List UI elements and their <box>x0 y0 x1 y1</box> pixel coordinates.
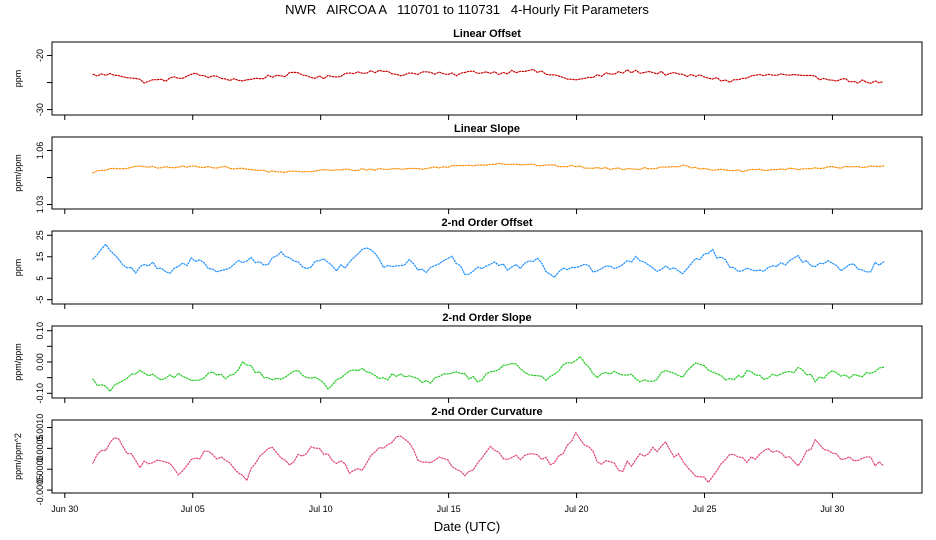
panel-title: 2-nd Order Slope <box>442 312 531 324</box>
y-axis-label: ppm/ppm <box>13 343 23 381</box>
y-axis-label: ppm/ppm^2 <box>13 433 23 480</box>
x-tick-label: Jul 10 <box>309 504 333 514</box>
panel-frame <box>51 136 923 210</box>
panel-linear-offset: Linear Offset -20 -30 ppm <box>13 28 923 120</box>
series-line-linear-offset <box>92 68 885 84</box>
panel-title: 2-nd Order Curvature <box>431 406 542 418</box>
y-tick-label: 0.0010 <box>35 414 45 442</box>
panel-title: Linear Offset <box>453 28 521 40</box>
series-line-2-nd-order-curvature <box>92 431 885 484</box>
panel-2-nd-order-offset: 2-nd Order Offset 25 15 5 -5 ppm <box>13 217 923 309</box>
panel-frame <box>51 41 923 116</box>
y-tick-label: 1.06 <box>35 142 45 160</box>
y-tick-label: 0.0000 <box>35 455 45 483</box>
y-tick-label: -30 <box>35 103 45 116</box>
panel-frame <box>51 325 923 399</box>
y-tick-label: 5 <box>35 276 45 281</box>
x-tick-label: Jul 30 <box>820 504 844 514</box>
x-tick-label: Jul 20 <box>565 504 589 514</box>
x-tick-label: Jul 15 <box>437 504 461 514</box>
y-tick-label: -20 <box>35 49 45 62</box>
y-tick-label: 0.0005 <box>35 435 45 463</box>
y-tick-label: 1.03 <box>35 196 45 214</box>
panel-title: Linear Slope <box>454 123 520 135</box>
y-tick-label: 0.10 <box>35 322 45 340</box>
panel-2-nd-order-slope: 2-nd Order Slope 0.10 0.00 -0.10 ppm/ppm <box>13 312 923 404</box>
series-line-2-nd-order-offset <box>92 243 885 279</box>
x-axis-label: Date (UTC) <box>434 519 500 534</box>
x-tick-label: Jul 05 <box>181 504 205 514</box>
y-axis-label: ppm <box>13 259 23 277</box>
panel-linear-slope: Linear Slope 1.03 1.06 ppm/ppm <box>13 123 923 214</box>
y-tick-label: 15 <box>35 252 45 262</box>
series-line-2-nd-order-slope <box>92 355 885 393</box>
y-tick-label: -5 <box>35 296 45 304</box>
panels: Linear Offset -20 -30 ppm Linear Slope 1.03 1.… <box>13 28 923 514</box>
x-tick-label: Jun 30 <box>51 504 78 514</box>
y-axis-label: ppm <box>13 70 23 88</box>
y-tick-label: 25 <box>35 230 45 240</box>
y-axis-label: ppm/ppm <box>13 154 23 192</box>
y-tick-label: 0.00 <box>35 353 45 371</box>
panel-title: 2-nd Order Offset <box>441 217 532 229</box>
panel-frame <box>51 419 923 494</box>
series-line-linear-slope <box>92 162 885 174</box>
panel-frame <box>51 230 923 305</box>
y-tick-label: -0.10 <box>35 383 45 404</box>
main-title: NWR AIRCOA A 110701 to 110731 4-Hourly F… <box>285 2 649 17</box>
y-tick-label: -0.0005 <box>35 475 45 506</box>
panel-2-nd-order-curvature: 2-nd Order Curvature 0.00100.00050.0000-0… <box>13 406 923 506</box>
x-tick-label: Jul 25 <box>692 504 716 514</box>
